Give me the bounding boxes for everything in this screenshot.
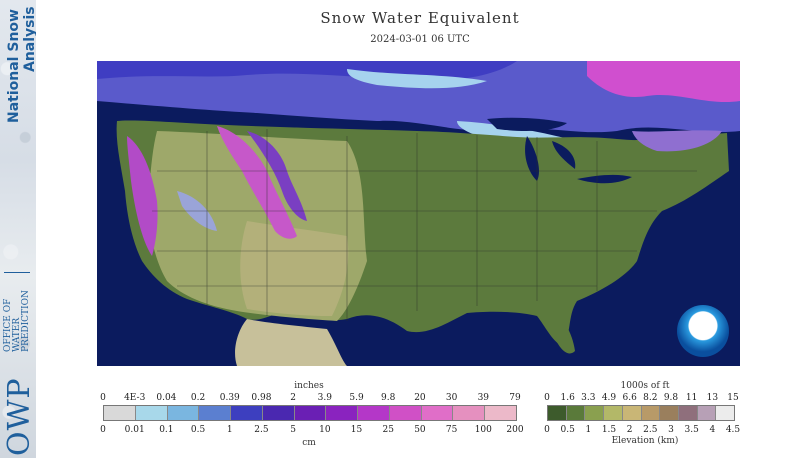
swe-tick-inches: 0.39 [219, 393, 240, 403]
swe-tick-inches: 30 [445, 393, 458, 403]
swe-tick-cm: 0 [100, 425, 106, 435]
swe-tick-inches: 3.9 [317, 393, 333, 403]
elev-color-swatch [660, 406, 679, 420]
swe-color-swatch [485, 406, 516, 420]
owp-logo: OWP [2, 377, 36, 456]
elev-tick-ft: 15 [727, 393, 739, 403]
branding-strip: National Snow Analysis OFFICE OF WATER P… [0, 0, 36, 458]
elev-legend-unit-ft: 1000s of ft [620, 381, 670, 391]
swe-tick-cm: 0.5 [190, 425, 206, 435]
swe-tick-inches: 79 [509, 393, 521, 403]
elev-legend-km-ticks: 0 0.5 1 1.5 2 2.5 3 3.5 4 4.5 [544, 425, 740, 437]
swe-color-swatch [294, 406, 327, 420]
swe-tick-inches: 0.2 [190, 393, 206, 403]
elev-tick-ft: 0 [544, 393, 550, 403]
swe-color-bar [103, 405, 517, 421]
elev-tick-ft: 8.2 [643, 393, 658, 403]
elev-tick-km: 1.5 [601, 425, 617, 435]
swe-color-swatch [358, 406, 390, 420]
swe-tick-inches: 9.8 [381, 393, 396, 403]
owp-name-line3: PREDICTION [21, 290, 31, 352]
swe-color-swatch [262, 406, 295, 420]
elev-tick-km: 4.5 [725, 425, 741, 435]
swe-legend-cm-ticks: 0 0.01 0.1 0.5 1 2.5 5 10 15 25 50 75 100 200 [100, 425, 523, 437]
swe-legend-unit-cm: cm [302, 438, 316, 448]
map-datetime: 2024-03-01 06 UTC [370, 34, 470, 45]
elev-color-swatch [604, 406, 623, 420]
noaa-logo-text: NOAA [690, 318, 716, 327]
swe-color-swatch [167, 406, 200, 420]
swe-tick-inches: 39 [477, 393, 490, 403]
swe-color-swatch [453, 406, 486, 420]
swe-tick-cm: 1 [226, 425, 233, 435]
elev-tick-ft: 1.6 [560, 393, 575, 403]
elev-color-swatch [697, 406, 717, 420]
swe-color-swatch [231, 406, 263, 420]
elev-color-swatch [716, 406, 735, 420]
swe-color-swatch [199, 406, 232, 420]
elev-tick-km: 3 [668, 425, 674, 435]
noaa-logo: NOAA [677, 305, 729, 357]
elev-tick-ft: 4.9 [601, 393, 617, 403]
swe-tick-cm: 2.5 [254, 425, 269, 435]
elev-color-swatch [678, 406, 698, 420]
swe-tick-cm: 5 [290, 425, 297, 435]
elev-legend-ft-ticks: 0 1.6 3.3 4.9 6.6 8.2 9.8 11 13 15 [544, 393, 739, 405]
swe-tick-inches: 5.9 [349, 393, 364, 403]
swe-tick-cm: 0.01 [124, 425, 145, 435]
elev-color-swatch [585, 406, 605, 420]
swe-tick-inches: 0.98 [251, 393, 272, 403]
swe-color-swatch [421, 406, 454, 420]
elev-tick-ft: 11 [685, 393, 698, 403]
map-title: Snow Water Equivalent [320, 9, 520, 27]
swe-color-swatch [326, 406, 359, 420]
elev-tick-km: 3.5 [684, 425, 699, 435]
elev-tick-ft: 9.8 [663, 393, 679, 403]
elev-color-swatch [566, 406, 586, 420]
swe-tick-inches: 0.04 [156, 393, 177, 403]
elev-tick-km: 0.5 [560, 425, 575, 435]
elev-color-swatch [641, 406, 661, 420]
owp-divider [4, 272, 30, 273]
elev-tick-km: 2.5 [643, 425, 658, 435]
swe-tick-cm: 50 [414, 425, 426, 435]
swe-tick-inches: 0 [100, 393, 106, 403]
swe-legend-inch-ticks: 0 4E-3 0.04 0.2 0.39 0.98 2 3.9 5.9 9.8 20 30 39 79 [100, 393, 521, 405]
elev-color-swatch [622, 406, 642, 420]
swe-tick-cm: 200 [506, 425, 524, 435]
elevation-color-bar [547, 405, 735, 421]
swe-tick-inches: 20 [414, 393, 426, 403]
swe-legend-unit-inches: inches [294, 381, 324, 391]
swe-color-swatch [389, 406, 422, 420]
elev-tick-ft: 6.6 [622, 393, 637, 403]
swe-color-swatch [135, 406, 168, 420]
swe-tick-cm: 75 [445, 425, 458, 435]
elev-tick-ft: 13 [706, 393, 719, 403]
swe-tick-cm: 0.1 [159, 425, 174, 435]
elev-tick-ft: 3.3 [581, 393, 596, 403]
swe-tick-cm: 100 [474, 425, 492, 435]
elev-tick-km: 4 [709, 425, 716, 435]
elev-color-swatch [548, 406, 567, 420]
swe-tick-cm: 25 [382, 425, 394, 435]
us-map-graphic [97, 61, 740, 366]
swe-tick-cm: 10 [319, 425, 331, 435]
elev-legend-label-km: Elevation (km) [611, 436, 679, 446]
swe-map [97, 61, 740, 366]
elev-tick-km: 0 [544, 425, 550, 435]
elev-tick-km: 2 [626, 425, 633, 435]
swe-tick-inches: 4E-3 [124, 393, 146, 403]
swe-tick-cm: 15 [350, 425, 363, 435]
snow-texture-background [0, 0, 36, 458]
elev-tick-km: 1 [585, 425, 592, 435]
swe-tick-inches: 2 [290, 393, 297, 403]
swe-color-swatch [104, 406, 136, 420]
